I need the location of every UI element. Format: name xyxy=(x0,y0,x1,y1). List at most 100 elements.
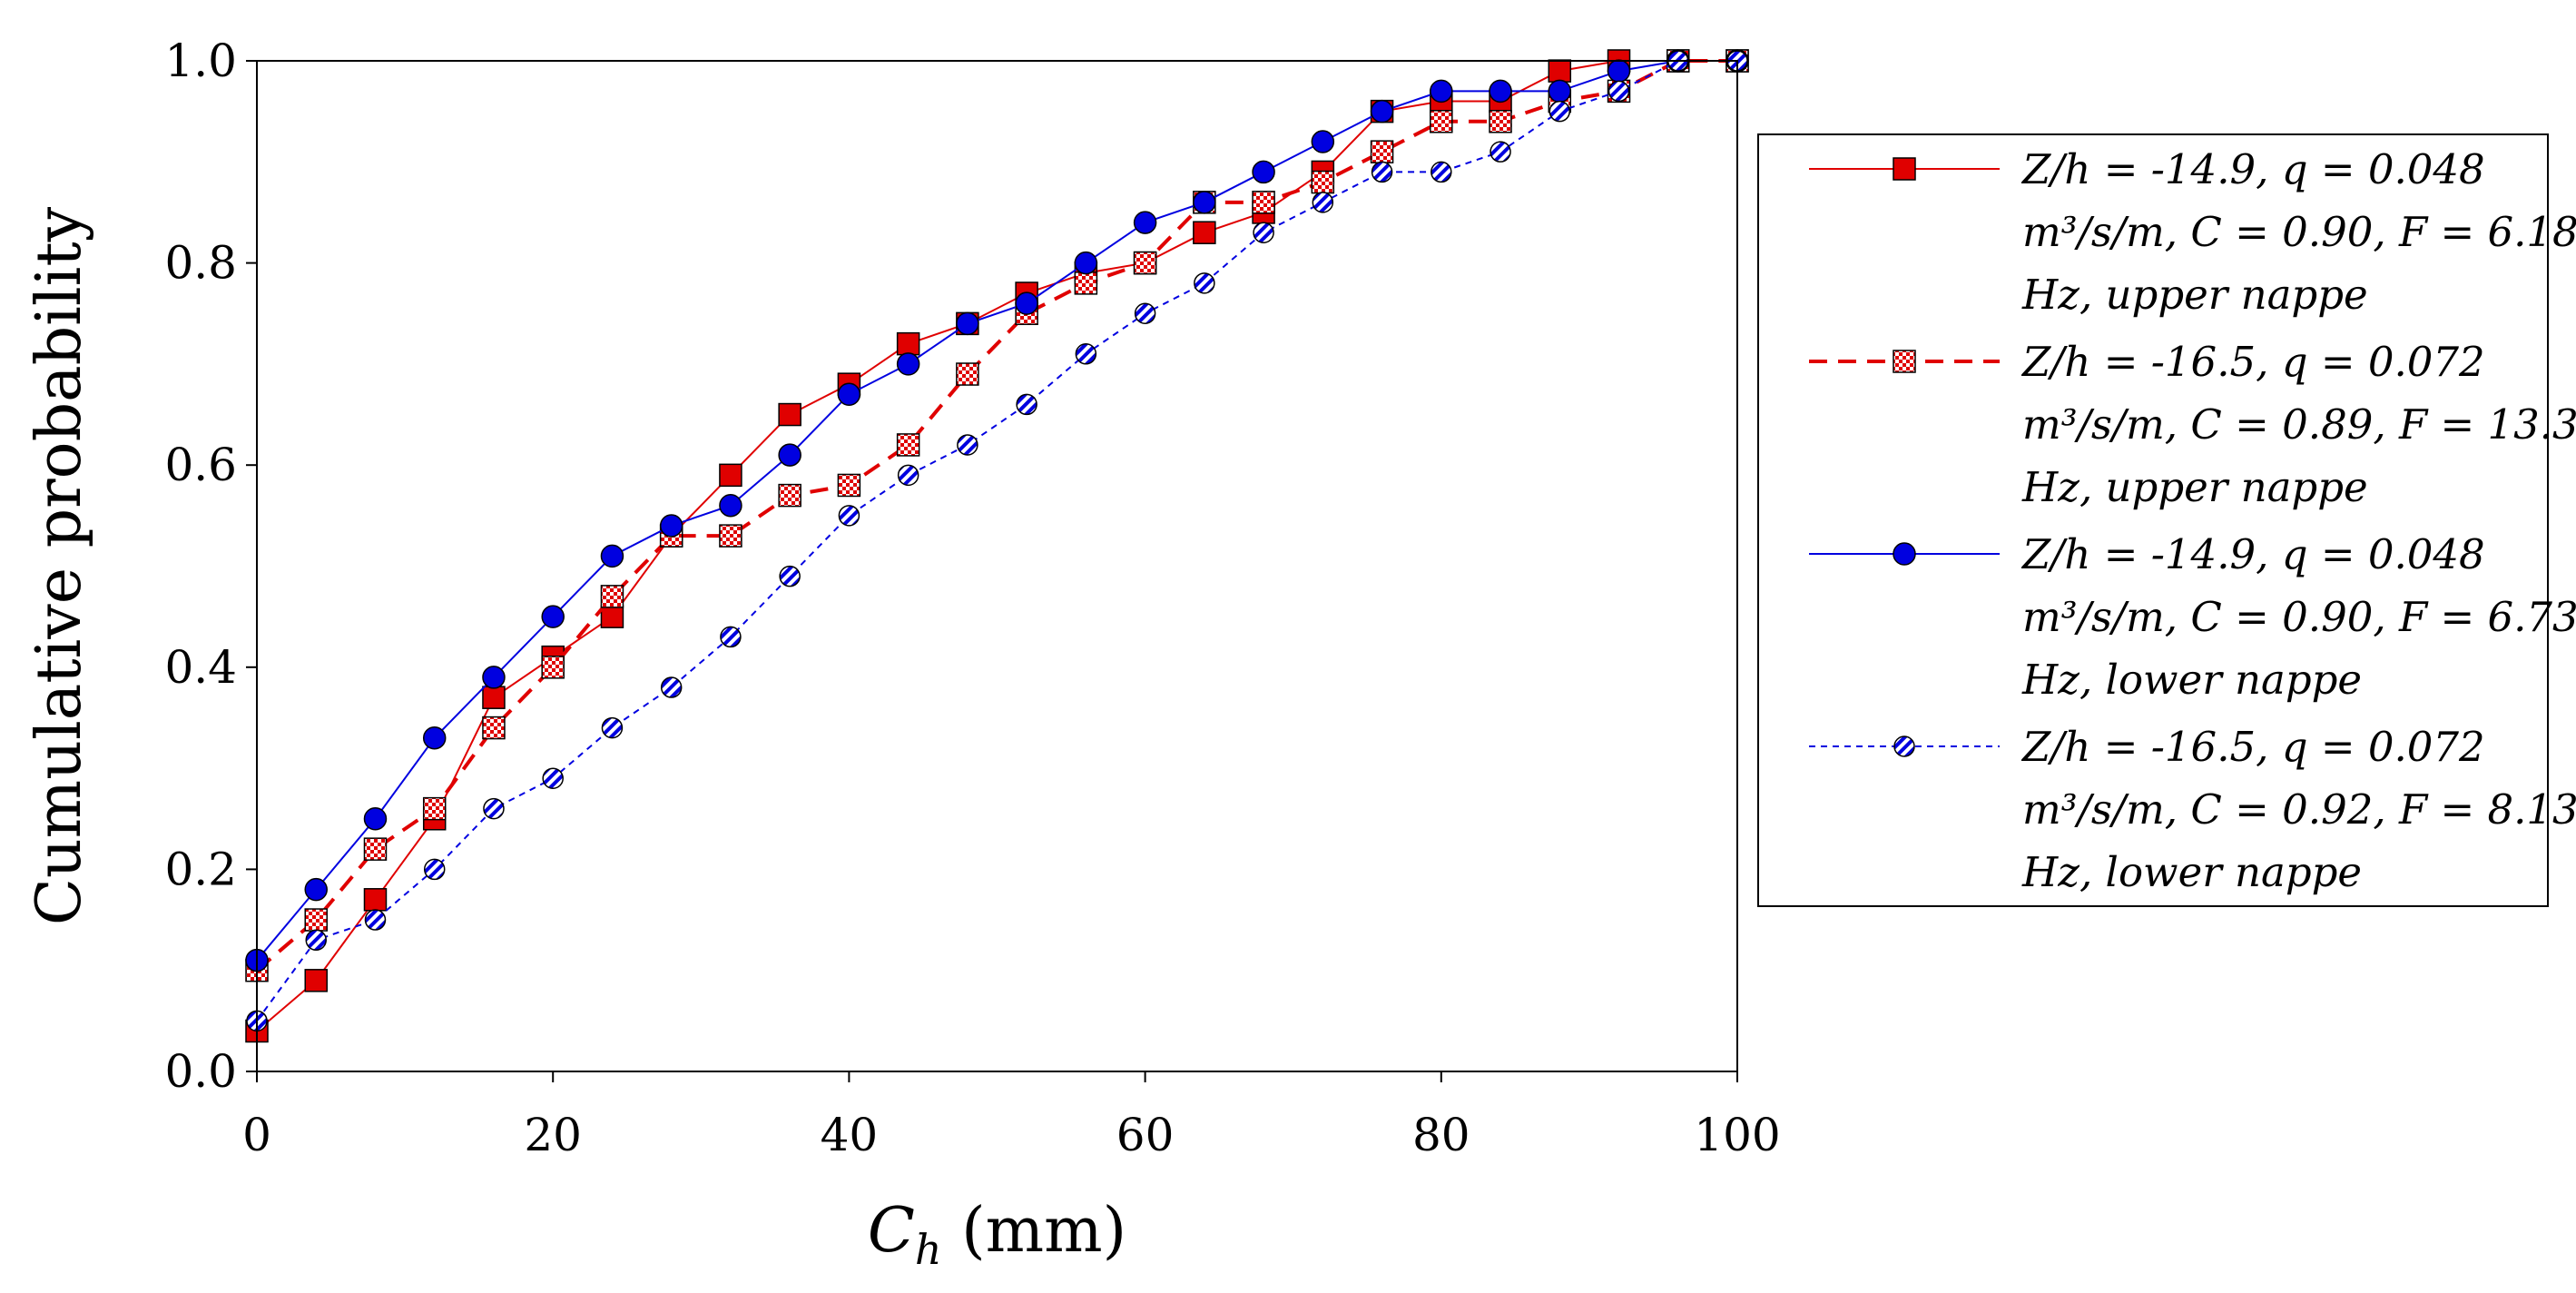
legend-box xyxy=(1757,133,2549,907)
data-point xyxy=(1548,59,1572,83)
y-tick-label: 0.6 xyxy=(164,439,237,491)
series-1 xyxy=(245,49,1749,1043)
plot-frame xyxy=(256,60,1738,1072)
data-point xyxy=(896,433,920,457)
data-point xyxy=(1015,291,1038,315)
legend-entry-4: Z/h = -16.5, q = 0.072 m³/s/m, C = 0.92, … xyxy=(1809,723,2576,896)
data-point xyxy=(601,716,624,739)
data-point xyxy=(482,686,506,709)
y-tick-label: 0.4 xyxy=(164,641,237,694)
data-point xyxy=(1194,272,1215,294)
legend-marker xyxy=(1893,542,1916,566)
data-point xyxy=(896,352,920,376)
legend-marker xyxy=(1893,350,1916,373)
y-tick-label: 0.8 xyxy=(164,237,237,290)
data-point xyxy=(778,443,801,467)
data-point xyxy=(1549,100,1571,123)
data-point xyxy=(896,331,920,356)
data-point xyxy=(422,796,447,821)
legend-label: Hz, upper nappe xyxy=(2021,463,2368,511)
data-point xyxy=(719,463,742,488)
data-point xyxy=(1133,251,1157,275)
data-point xyxy=(720,626,742,648)
data-point xyxy=(1312,192,1334,213)
data-point xyxy=(482,716,506,740)
legend-label: Z/h = -16.5, q = 0.072 xyxy=(2020,723,2485,771)
series-3 xyxy=(245,49,1749,972)
data-point xyxy=(719,493,742,518)
legend-label: Hz, lower nappe xyxy=(2021,656,2362,704)
data-point xyxy=(541,656,565,679)
data-point xyxy=(1252,160,1275,184)
data-point xyxy=(305,929,327,952)
legend-label: Hz, upper nappe xyxy=(2021,271,2368,319)
legend-label: m³/s/m, C = 0.90, F = 6.73 xyxy=(2022,593,2576,641)
data-point xyxy=(1431,161,1452,183)
data-point xyxy=(897,464,919,487)
legend-label: Z/h = -16.5, q = 0.072 xyxy=(2020,338,2485,386)
data-point xyxy=(660,676,683,698)
legend-entry-1: Z/h = -14.9, q = 0.048 m³/s/m, C = 0.90, … xyxy=(1809,145,2576,319)
data-point xyxy=(1253,222,1274,243)
data-point xyxy=(1311,130,1335,153)
y-tick-label: 0.0 xyxy=(164,1045,237,1098)
data-point xyxy=(1074,271,1098,295)
series-line xyxy=(256,60,1737,1032)
data-point xyxy=(779,565,801,587)
data-point xyxy=(542,767,564,789)
x-tick-label: 40 xyxy=(821,1109,879,1161)
series-line xyxy=(255,59,1737,972)
data-point xyxy=(304,908,328,932)
data-point xyxy=(1193,191,1216,214)
legend-label: Z/h = -14.9, q = 0.048 xyxy=(2020,145,2485,193)
data-point xyxy=(363,837,388,861)
data-point xyxy=(1016,393,1037,416)
data-point xyxy=(483,797,505,820)
data-point xyxy=(956,311,979,336)
data-point xyxy=(304,969,328,992)
x-tick-label: 100 xyxy=(1694,1109,1780,1161)
data-point xyxy=(304,877,328,902)
data-point xyxy=(1490,141,1511,163)
axes: 0.0 0.2 0.4 0.6 0.8 1.0 0 20 40 60 80 100 Cumulative… xyxy=(24,35,1781,1274)
data-point xyxy=(1430,110,1453,133)
series-line xyxy=(256,60,1737,1022)
data-point xyxy=(1074,251,1098,275)
data-point xyxy=(600,605,624,628)
data-point xyxy=(1311,170,1335,194)
x-tick-label: 80 xyxy=(1412,1109,1470,1161)
data-point xyxy=(364,909,387,931)
data-point xyxy=(838,505,860,527)
legend-label: m³/s/m, C = 0.89, F = 13.33 xyxy=(2022,400,2576,449)
data-point xyxy=(719,524,742,548)
data-point xyxy=(957,434,978,456)
x-axis-title: Ch (mm) xyxy=(868,1195,1126,1274)
data-point xyxy=(1371,161,1393,183)
data-point xyxy=(778,483,801,508)
data-point xyxy=(541,605,565,628)
data-point xyxy=(482,666,506,689)
data-point xyxy=(1075,343,1097,365)
data-point xyxy=(1607,59,1631,83)
data-point xyxy=(363,807,388,831)
x-tick-label: 20 xyxy=(524,1109,582,1161)
series-2 xyxy=(245,49,1749,982)
data-point xyxy=(1133,211,1157,234)
data-point xyxy=(1608,80,1630,103)
legend: Z/h = -14.9, q = 0.048 m³/s/m, C = 0.90, … xyxy=(1757,133,2576,907)
plot-area xyxy=(245,49,1749,1043)
data-point xyxy=(1370,140,1394,163)
data-point xyxy=(837,473,861,498)
series-line xyxy=(256,60,1737,962)
data-point xyxy=(1489,110,1512,133)
y-axis-title: Cumulative probability xyxy=(24,206,95,925)
data-point xyxy=(423,858,446,881)
series-4 xyxy=(246,50,1748,1032)
legend-entry-2: Z/h = -16.5, q = 0.072 m³/s/m, C = 0.89, … xyxy=(1809,338,2576,511)
y-tick-label: 0.2 xyxy=(164,843,237,895)
data-point xyxy=(600,544,624,568)
data-point xyxy=(778,402,801,427)
legend-marker xyxy=(1893,157,1916,181)
legend-entry-3: Z/h = -14.9, q = 0.048 m³/s/m, C = 0.90, … xyxy=(1809,530,2576,704)
